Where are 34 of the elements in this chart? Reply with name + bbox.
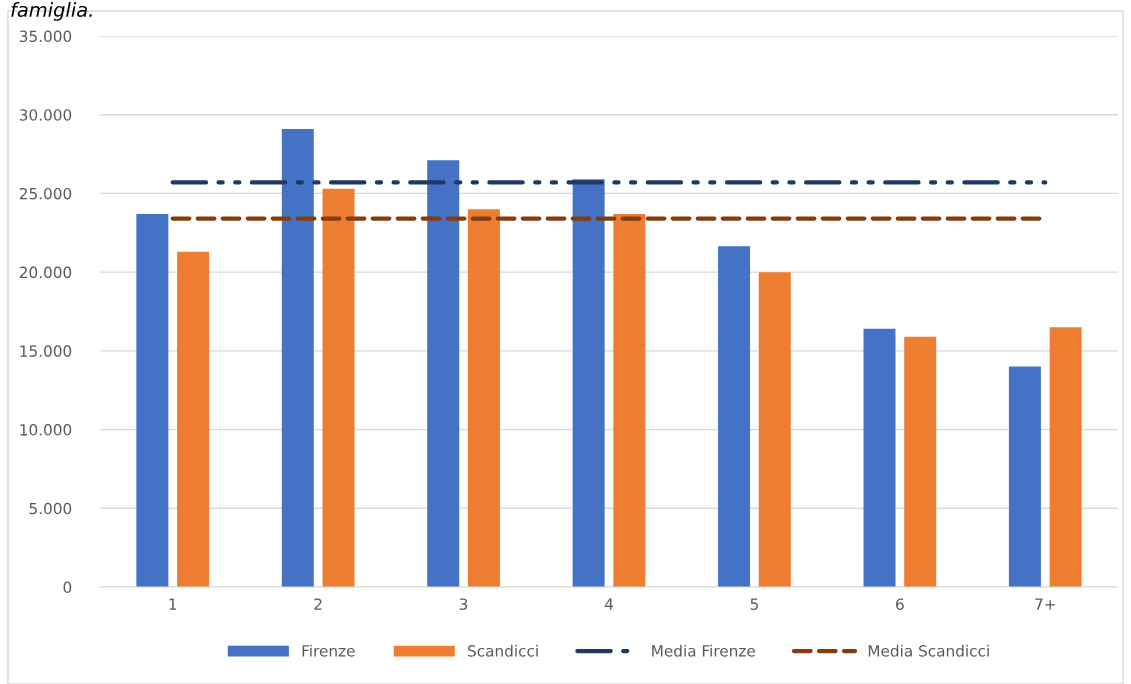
bar	[1008, 366, 1041, 587]
x-tick-label: 4	[604, 598, 613, 610]
bar	[136, 213, 169, 587]
y-tick-label: 20.000	[19, 266, 72, 279]
x-tick-label: 6	[896, 598, 904, 610]
x-tick-label: 2	[314, 598, 322, 610]
x-tick-label: 5	[750, 598, 758, 610]
y-tick-label: 10.000	[20, 424, 72, 436]
bar	[758, 272, 791, 587]
bar	[1049, 327, 1082, 587]
legend-label: Media Firenze	[652, 644, 755, 657]
bar	[427, 160, 460, 587]
bar	[467, 209, 500, 587]
chart-title: famiglia.	[11, 2, 92, 21]
legend-label: Media Scandicci	[868, 644, 989, 657]
y-tick-label: 0	[63, 581, 72, 594]
legend-label: Scandicci	[468, 644, 538, 657]
y-tick-label: 25.000	[19, 187, 72, 200]
y-tick-label: 15.000	[20, 345, 72, 357]
bar	[904, 336, 937, 587]
legend-label: Firenze	[302, 644, 355, 657]
bar	[322, 188, 355, 587]
y-tick-label: 35.000	[19, 30, 72, 43]
y-tick-label: 30.000	[19, 109, 72, 121]
bar	[177, 251, 210, 587]
y-tick-label: 5.000	[29, 502, 72, 515]
bar	[613, 213, 646, 587]
bar	[281, 128, 314, 587]
bar	[718, 246, 751, 587]
x-tick-label: 3	[459, 598, 468, 610]
x-tick-label: 7+	[1035, 598, 1055, 610]
x-tick-label: 1	[169, 598, 177, 610]
bar	[863, 328, 896, 587]
bar	[572, 179, 605, 587]
